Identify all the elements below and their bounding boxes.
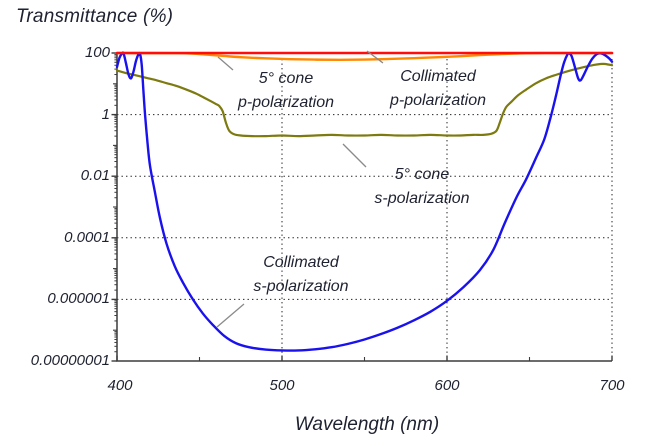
annotation-line: p-polarization bbox=[237, 94, 335, 111]
annotation-leader-line bbox=[342, 143, 367, 168]
annotation-cone-p-polarization: 5° cone p-polarization bbox=[238, 67, 334, 115]
x-tick-label-600: 600 bbox=[434, 377, 460, 394]
annotation-line: s-polarization bbox=[374, 190, 470, 207]
curve-cone-s-polarization bbox=[115, 62, 614, 138]
annotation-leader-line bbox=[366, 50, 384, 64]
y-tick-label-100: 100 bbox=[84, 44, 110, 61]
y-tick-label-1: 1 bbox=[101, 106, 110, 123]
annotation-leader-line bbox=[217, 56, 234, 71]
x-tick-label-700: 700 bbox=[599, 377, 625, 394]
annotation-line: s-polarization bbox=[253, 278, 349, 295]
y-tick-label-1e-6: 0.000001 bbox=[47, 290, 110, 307]
axis-lines bbox=[116, 53, 612, 362]
annotation-leader-line bbox=[216, 303, 245, 328]
annotation-collimated-p-polarization: Collimated p-polarization bbox=[390, 65, 486, 113]
x-tick-label-500: 500 bbox=[269, 377, 295, 394]
annotation-line: Collimated bbox=[400, 68, 476, 85]
x-axis-title: Wavelength (nm) bbox=[294, 414, 440, 435]
y-tick-label-0p01: 0.01 bbox=[80, 167, 110, 184]
annotation-line: 5° cone bbox=[258, 70, 314, 87]
curve-collimated-s-polarization bbox=[115, 51, 614, 352]
y-tick-label-1e-8: 0.00000001 bbox=[30, 352, 110, 369]
x-tick-label-400: 400 bbox=[107, 377, 133, 394]
chart-title: Transmittance (%) bbox=[16, 6, 174, 27]
annotation-cone-s-polarization: 5° cone s-polarization bbox=[374, 163, 469, 211]
annotation-line: p-polarization bbox=[389, 92, 487, 109]
annotation-line: 5° cone bbox=[394, 166, 450, 183]
annotation-line: Collimated bbox=[263, 254, 339, 271]
y-tick-label-1e-4: 0.0001 bbox=[64, 229, 110, 246]
annotation-collimated-s-polarization: Collimated s-polarization bbox=[253, 251, 348, 299]
